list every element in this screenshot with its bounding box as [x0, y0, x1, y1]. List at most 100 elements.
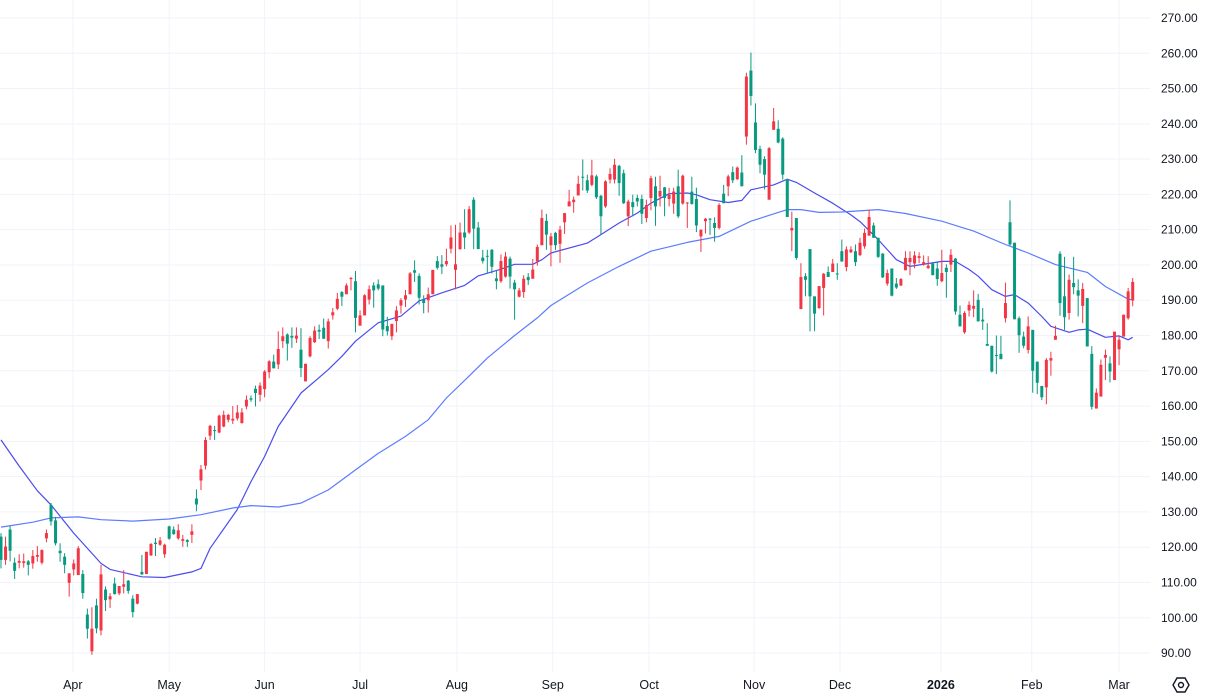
candle-up [1131, 278, 1135, 307]
candle-body [781, 138, 785, 175]
candle-body [958, 314, 962, 327]
candle-up [426, 287, 430, 313]
candle-body [304, 363, 308, 382]
candle-body [1126, 291, 1130, 319]
price-tick-label: 250.00 [1161, 82, 1198, 96]
candle-down [753, 103, 757, 154]
candle-up [531, 258, 535, 279]
chart-settings-button[interactable] [1171, 675, 1191, 695]
candle-body [935, 268, 939, 280]
candle-body [822, 273, 826, 288]
candle-body [358, 315, 362, 326]
candle-up [108, 593, 112, 608]
candle-body [1117, 339, 1121, 350]
candle-up [217, 414, 221, 434]
price-tick-label: 190.00 [1161, 293, 1198, 307]
candle-up [790, 211, 794, 252]
candle-up [394, 306, 398, 333]
candle-body [454, 264, 457, 270]
candle-down [1063, 256, 1067, 330]
candle-down [708, 218, 712, 235]
candle-body [899, 279, 903, 286]
candle-body [508, 258, 512, 277]
candle-up [922, 255, 926, 266]
candle-body [685, 202, 689, 204]
candle-down [476, 221, 480, 250]
candle-down [935, 262, 939, 286]
candle-up [222, 410, 226, 428]
candle-body [1108, 363, 1112, 372]
candle-up [822, 273, 826, 316]
candle-body [694, 198, 698, 226]
candle-body [635, 197, 639, 202]
candle-body [1076, 290, 1080, 296]
candle-body [49, 504, 53, 522]
candle-up [431, 269, 435, 295]
candle-body [903, 257, 907, 271]
candle-body [1022, 336, 1026, 346]
candle-up [681, 174, 685, 205]
candle-up [44, 529, 48, 543]
candle-down [785, 179, 789, 217]
candle-body [58, 550, 62, 554]
candle-body [263, 371, 267, 390]
candle-down [1076, 279, 1080, 317]
price-tick-label: 170.00 [1161, 364, 1198, 378]
candle-up [408, 272, 412, 295]
candle-body [626, 201, 630, 217]
candle-up [726, 174, 730, 197]
candle-up [626, 199, 630, 227]
candle-body [426, 294, 430, 301]
candle-up [404, 290, 408, 307]
candle-down [813, 296, 817, 332]
candle-body [785, 179, 789, 217]
candle-body [1063, 296, 1067, 318]
candle-body [81, 574, 85, 594]
candle-down [758, 145, 762, 174]
candle-body [344, 285, 348, 295]
candle-up [503, 251, 507, 278]
candle-up [31, 550, 35, 569]
candle-body [758, 148, 762, 165]
candle-body [817, 286, 821, 309]
candle-up [158, 536, 162, 546]
candle-body [463, 232, 467, 238]
candle-body [517, 290, 521, 297]
candle-down [322, 318, 326, 340]
candle-body [349, 278, 353, 280]
candle-down [1017, 316, 1021, 353]
candle-body [440, 264, 444, 267]
candle-up [549, 232, 553, 267]
candle-body [299, 349, 303, 368]
candle-body [1085, 298, 1089, 347]
candle-up [117, 586, 121, 596]
candle-body [526, 276, 530, 281]
candle-body [849, 249, 853, 253]
candle-down [713, 217, 717, 242]
candle-body [35, 554, 39, 557]
candle-body [885, 273, 889, 284]
candle-body [713, 222, 717, 228]
candle-body [944, 267, 948, 273]
candle-body [435, 261, 439, 268]
candle-up [735, 166, 739, 180]
candle-up [703, 218, 707, 234]
price-tick-label: 110.00 [1161, 575, 1197, 589]
candle-body [340, 292, 344, 297]
candle-up [567, 189, 571, 207]
candle-body [417, 275, 421, 298]
candle-body [154, 542, 158, 545]
candle-up [858, 237, 862, 257]
price-axis[interactable]: 90.00 100.00 110.00 120.00 130.00 140.00 150.0… [1161, 11, 1198, 660]
candle-up [603, 180, 607, 208]
candle-body [599, 195, 603, 217]
candle-down [285, 333, 289, 361]
candle-down [990, 345, 994, 373]
candle-body [681, 175, 685, 204]
candle-body [413, 270, 417, 273]
time-axis[interactable]: Apr May Jun Jul Aug Sep Oct Nov Dec 2026 Feb Mar [63, 678, 1130, 692]
candle-body [1008, 222, 1012, 245]
candle-down [513, 279, 517, 320]
candle-body [999, 353, 1003, 360]
